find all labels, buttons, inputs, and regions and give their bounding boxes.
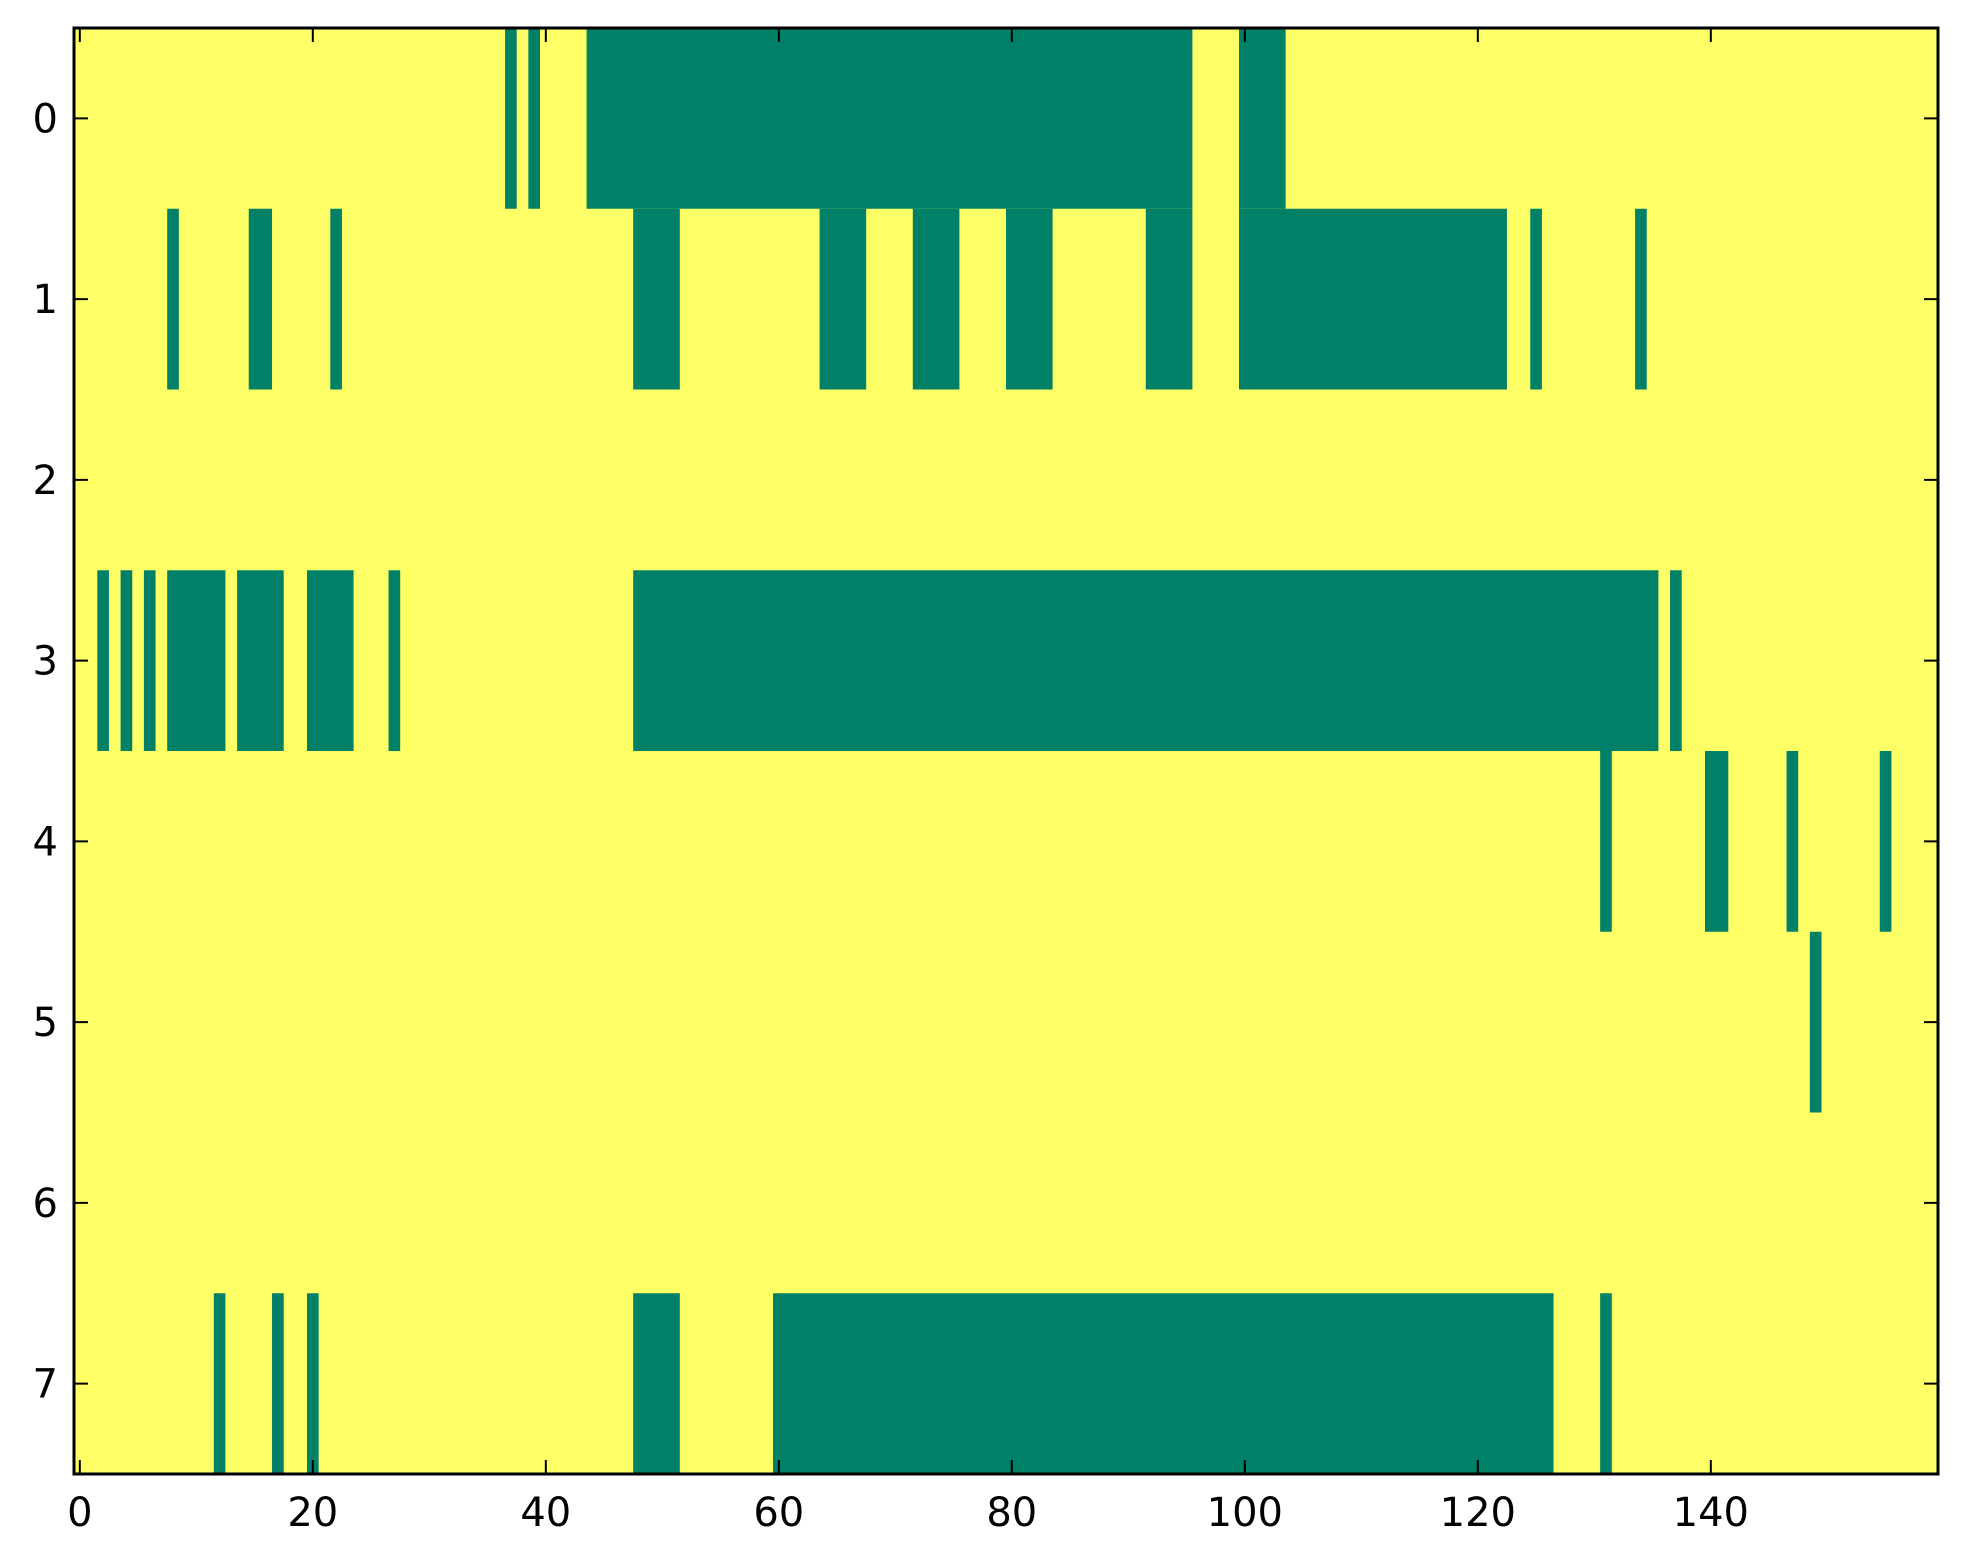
y-tick-label: 0 — [33, 96, 58, 142]
y-tick-label: 6 — [33, 1181, 58, 1227]
heatmap-cell-run — [330, 208, 342, 390]
axis-ticks — [74, 28, 1938, 1474]
heatmap-cell-run — [1635, 208, 1647, 390]
y-tick-label: 1 — [33, 277, 58, 323]
x-tick-label: 80 — [986, 1490, 1037, 1536]
heatmap-cell-run — [1145, 208, 1193, 390]
heatmap-cell-run — [1600, 751, 1612, 932]
x-tick-label: 120 — [1440, 1490, 1516, 1536]
x-tick-label: 60 — [753, 1490, 804, 1536]
heatmap-cell-run — [272, 1293, 284, 1474]
heatmap-cell-run — [1530, 208, 1542, 390]
heatmap-cell-run — [388, 570, 401, 751]
heatmap-cell-run — [1239, 208, 1507, 390]
heatmap-cell-run — [1705, 751, 1729, 932]
heatmap-cell-run — [912, 208, 960, 390]
heatmap-cell-run — [248, 208, 273, 390]
y-tick-label: 5 — [33, 1000, 58, 1046]
heatmap-cell-run — [528, 28, 540, 209]
heatmap-cell-run — [1670, 570, 1682, 751]
plot-frame — [72, 26, 1940, 1476]
heatmap-cell-run — [1006, 208, 1053, 390]
heatmap-cell-run — [633, 1293, 680, 1474]
y-tick-label: 7 — [33, 1362, 58, 1408]
heatmap-cell-run — [505, 28, 517, 209]
heatmap-cell-run — [773, 1293, 1554, 1474]
heatmap-cells — [74, 28, 1938, 1474]
heatmap-cell-run — [1879, 751, 1892, 932]
heatmap-cell-run — [633, 570, 1659, 751]
heatmap-cell-run — [307, 1293, 319, 1474]
x-tick-label: 0 — [67, 1490, 92, 1536]
heatmap-cell-run — [213, 1293, 226, 1474]
heatmap-cell-run — [120, 570, 133, 751]
x-tick-label: 140 — [1673, 1490, 1749, 1536]
heatmap-cell-run — [143, 570, 156, 751]
heatmap-cell-run — [633, 208, 680, 390]
heatmap-cell-run — [1600, 1293, 1612, 1474]
heatmap-cell-run — [167, 208, 179, 390]
heatmap-cell-run — [1786, 751, 1799, 932]
heatmap-cell-run — [1809, 931, 1822, 1113]
heatmap-cell-run — [1239, 28, 1286, 209]
heatmap-cell-run — [819, 208, 867, 390]
x-tick-label: 20 — [287, 1490, 338, 1536]
y-tick-label: 3 — [33, 639, 58, 685]
heatmap-cell-run — [97, 570, 109, 751]
y-tick-label: 2 — [33, 458, 58, 504]
x-tick-label: 40 — [520, 1490, 571, 1536]
heatmap-cell-run — [307, 570, 354, 751]
y-tick-label: 4 — [33, 819, 58, 865]
x-tick-label: 100 — [1207, 1490, 1283, 1536]
heatmap-cell-run — [586, 28, 1193, 209]
tick-labels: 0 20 40 60 80 100 120 140 0 1 2 3 4 5 6 7 — [33, 96, 1749, 1536]
heatmap-cell-run — [167, 570, 226, 751]
heatmap-cell-run — [237, 570, 284, 751]
